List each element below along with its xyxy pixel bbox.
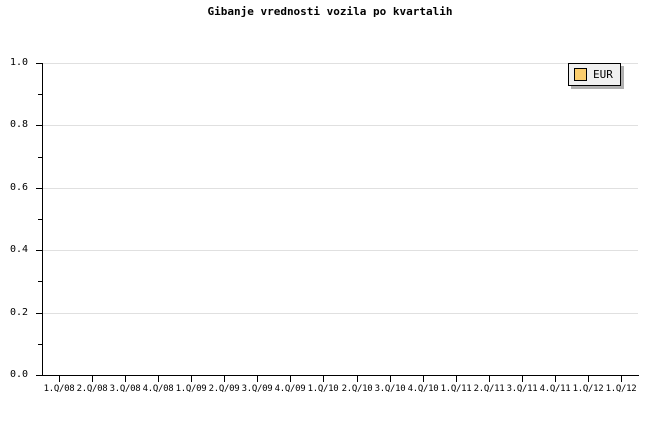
x-axis-tick — [224, 376, 225, 382]
x-axis-label: 2.Q/11 — [473, 384, 505, 394]
gridline — [42, 312, 638, 314]
gridline — [42, 250, 638, 252]
x-axis-label: 4.Q/09 — [274, 384, 306, 394]
x-axis-tick — [555, 376, 556, 382]
x-axis-tick — [522, 376, 523, 382]
x-axis-tick — [621, 376, 622, 382]
y-axis-label: 0.6 — [9, 181, 28, 193]
x-axis-label: 1.Q/09 — [175, 384, 207, 394]
y-axis-minor-tick — [38, 94, 42, 96]
y-axis-minor-tick — [38, 156, 42, 158]
y-axis-minor-tick — [38, 281, 42, 283]
y-axis-label: 0.2 — [9, 306, 28, 318]
x-axis-tick — [489, 376, 490, 382]
y-axis-tick — [36, 250, 42, 252]
x-axis-label: 1.Q/11 — [440, 384, 472, 394]
y-axis-tick — [36, 125, 42, 127]
x-axis-tick — [125, 376, 126, 382]
x-axis-label: 4.Q/11 — [539, 384, 571, 394]
x-axis-label: 2.Q/10 — [341, 384, 373, 394]
x-axis-label: 3.Q/11 — [506, 384, 538, 394]
x-axis-label: 1.Q/12 — [572, 384, 604, 394]
y-axis-label: 1.0 — [9, 57, 28, 68]
plot-background — [42, 63, 638, 375]
x-axis-label: 3.Q/10 — [374, 384, 406, 394]
x-axis-label: 1.Q/12 — [605, 384, 637, 394]
y-axis-label: 0.4 — [9, 244, 28, 256]
x-axis-tick — [92, 376, 93, 382]
y-axis-tick — [36, 63, 42, 64]
x-axis-tick — [257, 376, 258, 382]
y-axis-label: 0.8 — [9, 119, 28, 131]
plot-area — [42, 63, 638, 376]
y-axis-line — [42, 63, 43, 376]
x-axis-label: 4.Q/10 — [407, 384, 439, 394]
x-axis-label: 3.Q/08 — [109, 384, 141, 394]
y-axis-minor-tick — [38, 343, 42, 345]
x-axis-tick — [191, 376, 192, 382]
y-axis-tick — [36, 375, 42, 376]
gridline — [42, 125, 638, 127]
x-axis-label: 4.Q/08 — [142, 384, 174, 394]
x-axis-label: 1.Q/08 — [43, 384, 75, 394]
legend-swatch-eur-icon — [574, 68, 587, 81]
chart-legend[interactable]: EUR — [568, 63, 621, 86]
x-axis-tick — [390, 376, 391, 382]
y-axis-tick — [36, 187, 42, 189]
legend-label-eur: EUR — [593, 68, 613, 81]
x-axis-tick — [59, 376, 60, 382]
gridline — [42, 63, 638, 64]
x-axis-label: 2.Q/09 — [208, 384, 240, 394]
x-axis-tick — [357, 376, 358, 382]
y-axis-minor-tick — [38, 219, 42, 220]
x-axis-label: 2.Q/08 — [76, 384, 108, 394]
gridline — [42, 187, 638, 189]
x-axis-tick — [323, 376, 324, 382]
x-axis-label: 1.Q/10 — [307, 384, 339, 394]
x-axis-line — [42, 375, 639, 376]
x-axis-tick — [290, 376, 291, 382]
x-axis-tick — [423, 376, 424, 382]
chart-title: Gibanje vrednosti vozila po kvartalih — [207, 5, 453, 18]
y-axis-tick — [36, 312, 42, 314]
x-axis-tick — [456, 376, 457, 382]
y-axis-label: 0.0 — [9, 369, 28, 380]
x-axis-tick — [158, 376, 159, 382]
x-axis-tick — [588, 376, 589, 382]
x-axis-label: 3.Q/09 — [241, 384, 273, 394]
